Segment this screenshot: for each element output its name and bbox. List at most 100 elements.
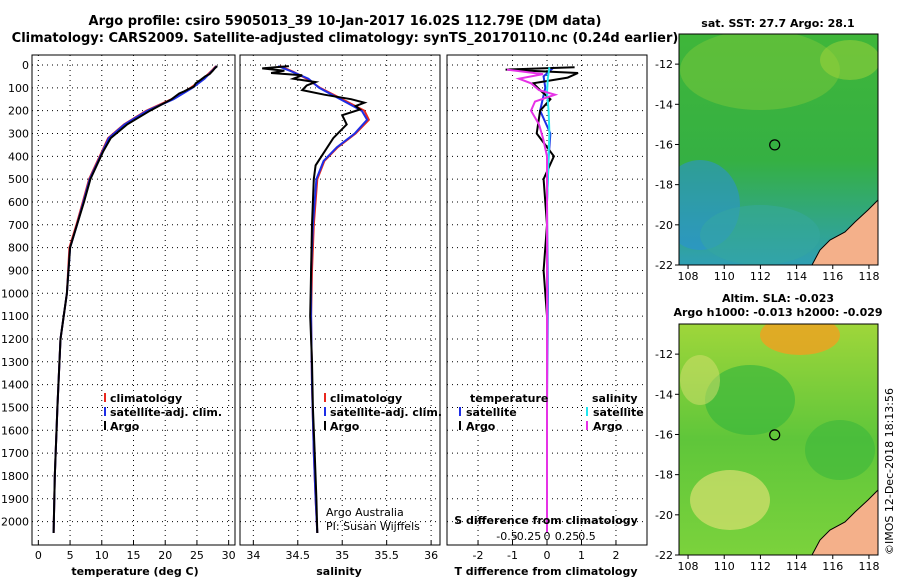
series-line-climatology <box>279 65 371 534</box>
x2-tick-label: -0.25 <box>513 530 541 543</box>
map-x-tick-label: 118 <box>858 560 879 573</box>
y-tick-label: 900 <box>8 264 29 277</box>
sst-map-title: sat. SST: 27.7 Argo: 28.1 <box>701 17 854 30</box>
y-tick-label: 300 <box>8 127 29 140</box>
series-line-climatology <box>52 65 217 534</box>
map-x-tick-label: 112 <box>750 270 771 283</box>
map-y-tick-label: -20 <box>655 509 673 522</box>
map-y-tick-label: -22 <box>655 549 673 562</box>
series-line-argo <box>52 65 218 534</box>
map-y-tick-label: -20 <box>655 219 673 232</box>
map-x-tick-label: 112 <box>750 560 771 573</box>
x-tick-label: 34.5 <box>286 549 311 562</box>
sst-warm-patch <box>680 34 840 110</box>
title-line-1: Argo profile: csiro 5905013_39 10-Jan-20… <box>89 14 602 29</box>
x-tick-label: 0 <box>544 549 551 562</box>
sla-yellow-patch-2 <box>680 355 720 405</box>
salinity-xlabel: salinity <box>316 565 362 578</box>
x-tick-label: 34 <box>246 549 260 562</box>
map-y-tick-label: -18 <box>655 179 673 192</box>
y-tick-label: 2000 <box>1 516 29 529</box>
map-y-tick-label: -18 <box>655 469 673 482</box>
map-y-tick-label: -14 <box>655 388 673 401</box>
sla-map-frame <box>678 323 879 556</box>
sla-low-patch <box>705 365 795 435</box>
series-line-salinity-argo <box>506 68 559 533</box>
x-tick-label: 35.5 <box>374 549 399 562</box>
x-tick-label: 25 <box>190 549 204 562</box>
map-x-tick-label: 114 <box>786 560 807 573</box>
y-tick-label: 1500 <box>1 401 29 414</box>
x-tick-label: -2 <box>473 549 484 562</box>
plot-frame <box>239 54 441 546</box>
y-tick-label: 600 <box>8 196 29 209</box>
series-line-satellite-adj-clim- <box>52 65 218 534</box>
legend-label: Argo <box>110 420 140 433</box>
y-tick-label: 1300 <box>1 356 29 369</box>
y-tick-label: 1000 <box>1 287 29 300</box>
sla-coastline <box>811 489 878 555</box>
legend-label: satellite <box>593 406 644 419</box>
annotation-argo-australia: Argo Australia <box>326 506 404 519</box>
map-x-tick-label: 116 <box>822 560 843 573</box>
y-tick-label: 1400 <box>1 379 29 392</box>
x-tick-label: 36 <box>424 549 438 562</box>
sla-map <box>679 324 878 555</box>
legend-label: Argo <box>466 420 496 433</box>
y-tick-label: 500 <box>8 173 29 186</box>
sst-map-frame <box>678 33 879 266</box>
sst-map <box>679 34 878 265</box>
y-tick-label: 200 <box>8 105 29 118</box>
legend-label: Argo <box>330 420 360 433</box>
argo-position-marker <box>769 139 781 151</box>
x2-tick-label: 0.5 <box>578 530 596 543</box>
sst-map-ticks: 108 110 112 114 116 118 -12 -14 -16 -18 -20 -22 <box>655 58 879 283</box>
x-tick-label: 35 <box>335 549 349 562</box>
legend-label: satellite <box>466 406 517 419</box>
legend-title-salinity: salinity <box>592 392 638 405</box>
map-y-tick-label: -22 <box>655 259 673 272</box>
x-tick-label: 15 <box>127 549 141 562</box>
credit-text: ©IMOS 12-Dec-2018 18:13:56 <box>883 388 896 555</box>
map-x-tick-label: 108 <box>678 560 699 573</box>
map-y-tick-label: -14 <box>655 98 673 111</box>
temperature-panel: 0 5 10 15 20 25 300100200300400500600700800900… <box>1 54 236 562</box>
y-tick-label: 1200 <box>1 333 29 346</box>
sla-low-patch-2 <box>805 420 875 480</box>
map-x-tick-label: 116 <box>822 270 843 283</box>
title-line-2: Climatology: CARS2009. Satellite-adjuste… <box>12 31 679 46</box>
y-tick-label: 400 <box>8 150 29 163</box>
map-x-tick-label: 118 <box>858 270 879 283</box>
temperature-xlabel: temperature (deg C) <box>71 565 198 578</box>
argo-position-marker <box>769 429 781 441</box>
map-x-tick-label: 110 <box>714 560 735 573</box>
y-tick-label: 700 <box>8 219 29 232</box>
legend-label: climatology <box>110 392 182 405</box>
sla-map-title-1: Altim. SLA: -0.023 <box>722 292 834 305</box>
map-y-tick-label: -16 <box>655 138 673 151</box>
s-difference-label: S difference from climatology <box>454 514 638 527</box>
x-tick-label: 5 <box>67 549 74 562</box>
x-tick-label: 0 <box>35 549 42 562</box>
sst-warm-patch-2 <box>820 40 878 80</box>
sla-map-ticks: 108 110 112 114 116 118 -12 -14 -16 -18 -20 -22 <box>655 348 879 573</box>
legend-label: satellite-adj. clim. <box>110 406 222 419</box>
map-y-tick-label: -12 <box>655 348 673 361</box>
x2-tick-label: 0 <box>544 530 551 543</box>
map-x-tick-label: 114 <box>786 270 807 283</box>
legend-label: Argo <box>593 420 623 433</box>
y-tick-label: 1600 <box>1 424 29 437</box>
x2-tick-label: -0.5 <box>496 530 517 543</box>
difference-xlabel: T difference from climatology <box>454 565 637 578</box>
y-tick-label: 1700 <box>1 447 29 460</box>
map-x-tick-label: 108 <box>678 270 699 283</box>
x-tick-label: 20 <box>158 549 172 562</box>
annotation-pi: PI: Susan Wijffels <box>326 520 420 533</box>
x-tick-label: 30 <box>222 549 236 562</box>
sla-map-title-2: Argo h1000: -0.013 h2000: -0.029 <box>673 306 882 319</box>
x-tick-label: 1 <box>578 549 585 562</box>
y-tick-label: 1900 <box>1 493 29 506</box>
sla-high-patch <box>760 324 840 355</box>
salinity-panel: 34 34.5 35 35.5 36 climatologysatellite-adj. … <box>239 54 442 562</box>
